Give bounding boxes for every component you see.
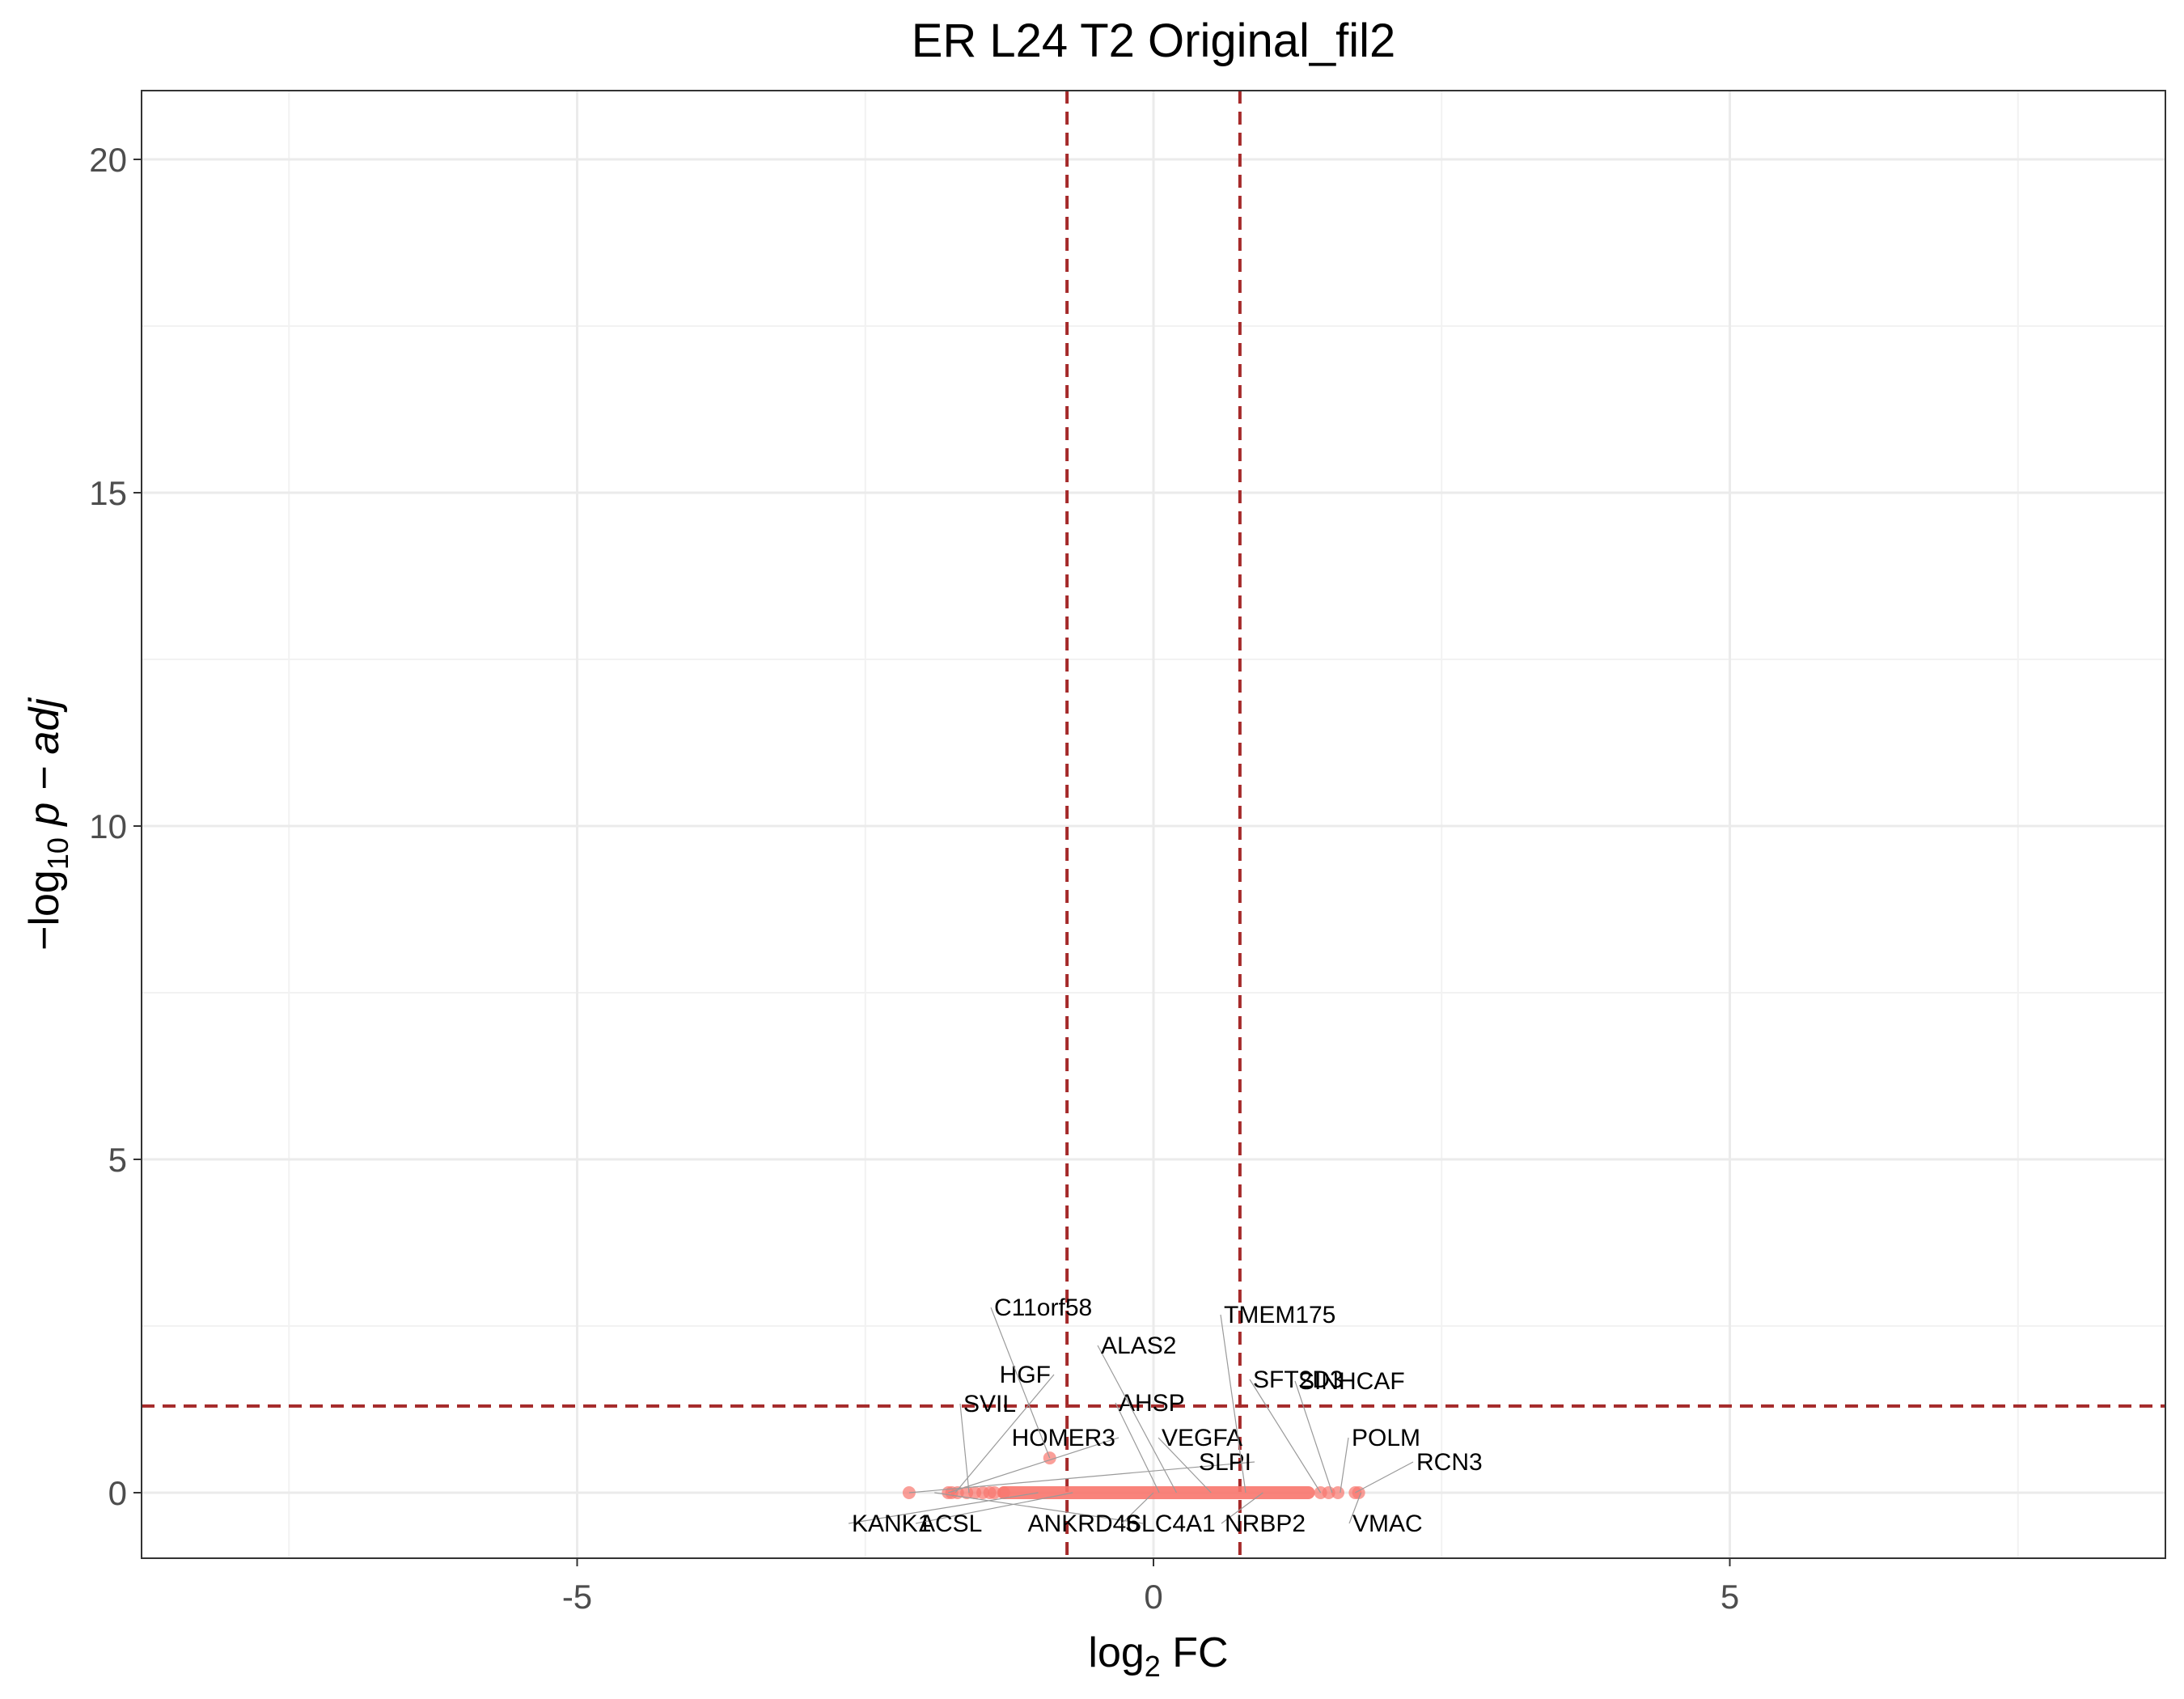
- gene-label: HOMER3: [1012, 1425, 1115, 1451]
- data-point: [1322, 1486, 1335, 1499]
- y-tick-label: 5: [108, 1141, 127, 1179]
- x-tick-label: 0: [1144, 1578, 1162, 1616]
- label-connector: [954, 1374, 1055, 1494]
- y-axis-title: −log10 p − adj: [21, 697, 74, 951]
- label-connector: [848, 1492, 1039, 1524]
- label-connector: [908, 1461, 1255, 1494]
- data-point: [988, 1486, 1001, 1499]
- x-axis-title: log2 FC: [1088, 1629, 1228, 1683]
- y-tick-label: 20: [89, 141, 127, 179]
- gene-label: RCN3: [1416, 1449, 1483, 1476]
- gene-label: C11orf58: [994, 1294, 1092, 1321]
- label-connector: [990, 1307, 1051, 1459]
- label-connector: [1221, 1492, 1263, 1524]
- gene-label: AHSP: [1119, 1390, 1185, 1417]
- data-point: [1331, 1486, 1344, 1499]
- label-connector: [1121, 1492, 1154, 1524]
- label-connector: [915, 1492, 1073, 1524]
- gene-label: TMEM175: [1224, 1302, 1335, 1328]
- gene-label: HGF: [1000, 1362, 1051, 1388]
- gene-label: ANKRD46: [1028, 1510, 1140, 1537]
- label-connector: [948, 1437, 1120, 1494]
- gene-label: VMAC: [1352, 1510, 1423, 1537]
- gene-label: ALAS2: [1101, 1333, 1176, 1359]
- label-connector: [1115, 1402, 1160, 1494]
- gene-label: NRBP2: [1225, 1510, 1306, 1537]
- gene-label: SLC4A1: [1125, 1510, 1216, 1537]
- dense-band: [997, 1486, 1315, 1499]
- gene-label: SVIL: [963, 1391, 1016, 1417]
- label-connector: [1340, 1437, 1349, 1494]
- y-tick-label: 15: [89, 474, 127, 512]
- x-axis-ticks: -5 0 5: [562, 1558, 1739, 1616]
- y-tick-label: 10: [89, 807, 127, 845]
- label-connector: [1294, 1380, 1333, 1494]
- gene-label: SINHCAF: [1298, 1368, 1405, 1395]
- label-connector: [1249, 1379, 1322, 1494]
- label-connector: [1355, 1461, 1414, 1494]
- chart-title: ER L24 T2 Original_fil2: [912, 15, 1396, 67]
- major-gridlines: [142, 91, 2165, 1558]
- gene-label: SLPI: [1199, 1449, 1251, 1476]
- gene-label: ACSL: [919, 1510, 982, 1537]
- dense-point-band: [997, 1486, 1315, 1499]
- label-connector: [934, 1492, 1144, 1524]
- gene-label: POLM: [1352, 1425, 1420, 1451]
- threshold-lines: [142, 91, 2165, 1558]
- gene-label: SFT2D3: [1253, 1366, 1344, 1393]
- gene-label: VEGFA: [1162, 1425, 1242, 1451]
- gene-label: KANK1: [852, 1510, 931, 1537]
- label-connector: [959, 1403, 970, 1494]
- x-tick-label: 5: [1721, 1578, 1739, 1616]
- x-tick-label: -5: [562, 1578, 592, 1616]
- label-connector: [1097, 1345, 1178, 1494]
- data-point: [997, 1486, 1010, 1499]
- y-tick-label: 0: [108, 1474, 127, 1512]
- label-connector: [1158, 1437, 1212, 1494]
- y-axis-ticks: 0 5 10 15 20: [89, 141, 142, 1512]
- label-connector: [1348, 1492, 1362, 1524]
- label-connector: [1220, 1314, 1246, 1494]
